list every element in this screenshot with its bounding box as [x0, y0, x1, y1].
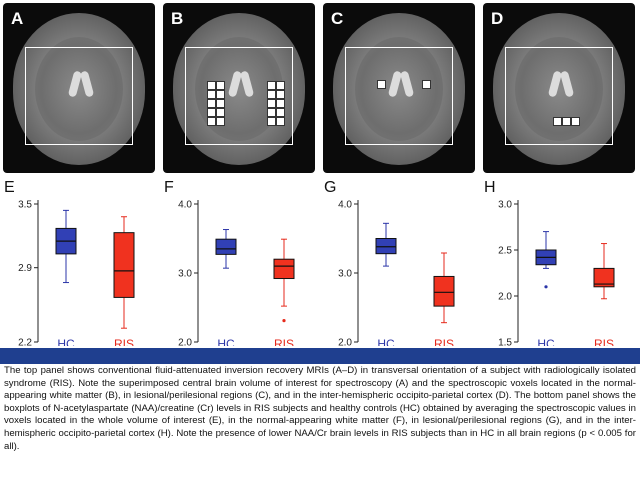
panel-letter: F [164, 179, 174, 196]
mri-row: A B C D [0, 0, 640, 178]
mri-panel-a: A [3, 3, 155, 173]
spectroscopic-voxel [422, 80, 431, 89]
box-hc [535, 231, 557, 289]
volume-of-interest-box [345, 47, 453, 145]
box-ris [273, 238, 295, 323]
spectroscopic-voxel [276, 117, 285, 126]
brain-scan [13, 13, 145, 165]
spectroscopic-voxel [216, 108, 225, 117]
figure-caption: The top panel shows conventional fluid-a… [4, 365, 636, 452]
panel-letter: G [324, 179, 336, 196]
y-tick-label: 3.0 [178, 269, 192, 280]
mri-panel-d: D [483, 3, 635, 173]
y-tick-label: 4.0 [178, 200, 192, 211]
box-hc [55, 209, 77, 284]
mri-panel-c: C [323, 3, 475, 173]
y-tick-label: 2.5 [498, 246, 512, 257]
boxplot-svg: H3.0 2.5 2.0 1.5 HC RIS [484, 179, 615, 347]
spectroscopic-voxel [207, 117, 216, 126]
boxplot-row: E 3.5 2.9 2.2 HC RIS F 4.0 3.0 2.0 HC RIS G 4.0 3.0 2… [0, 178, 640, 346]
boxplot-svg: G4.0 3.0 2.0 HC RIS [324, 179, 455, 347]
group-label-hc: HC [57, 337, 75, 346]
y-tick-label: 2.0 [178, 338, 192, 347]
group-label-hc: HC [217, 337, 235, 346]
boxplot-svg: F 4.0 3.0 2.0 HC RIS [164, 179, 295, 347]
outlier-point [282, 319, 286, 323]
y-tick-label: 2.0 [498, 292, 512, 303]
separator-bar [0, 348, 640, 364]
spectroscopic-voxel [267, 108, 276, 117]
spectroscopic-voxel [267, 117, 276, 126]
boxplot-svg: E3.5 2.9 2.2 HC RIS [4, 179, 135, 347]
spectroscopic-voxel [276, 90, 285, 99]
spectroscopic-voxel [267, 81, 276, 90]
iqr-box [273, 258, 295, 280]
spectroscopic-voxel [377, 80, 386, 89]
brain-scan [333, 13, 465, 165]
y-tick-label: 3.0 [338, 269, 352, 280]
spectroscopic-voxel [267, 99, 276, 108]
boxplot-panel-f: F 4.0 3.0 2.0 HC RIS [160, 178, 320, 346]
mri-panel-letter: A [11, 9, 24, 28]
mri-panel-letter: B [171, 9, 184, 28]
y-tick-label: 2.9 [18, 263, 32, 274]
spectroscopic-voxel [207, 81, 216, 90]
iqr-box [215, 238, 237, 255]
spectroscopic-voxel [553, 117, 562, 126]
iqr-box [593, 267, 615, 288]
box-hc [375, 222, 397, 267]
y-tick-label: 1.5 [498, 338, 512, 347]
iqr-box [113, 232, 135, 298]
y-tick-label: 3.5 [18, 200, 32, 211]
volume-of-interest-box [185, 47, 293, 145]
spectroscopic-voxel [207, 99, 216, 108]
box-ris [113, 216, 135, 329]
y-tick-label: 3.0 [498, 200, 512, 211]
spectroscopic-voxel [216, 117, 225, 126]
group-label-hc: HC [377, 337, 395, 346]
y-tick-label: 2.2 [18, 338, 32, 347]
spectroscopic-voxel [276, 108, 285, 117]
boxplot-panel-h: H 3.0 2.5 2.0 1.5 HC RIS [480, 178, 640, 346]
box-hc [215, 229, 237, 269]
spectroscopic-voxel [571, 117, 580, 126]
group-label-ris: RIS [274, 337, 294, 346]
iqr-box [375, 238, 397, 255]
volume-of-interest-box [25, 47, 133, 145]
volume-of-interest-box [505, 47, 613, 145]
spectroscopic-voxel [216, 90, 225, 99]
mri-panel-letter: C [331, 9, 344, 28]
panel-letter: E [4, 179, 15, 196]
box-ris [593, 243, 615, 300]
y-tick-label: 4.0 [338, 200, 352, 211]
mri-panel-b: B [163, 3, 315, 173]
boxplot-panel-e: E 3.5 2.9 2.2 HC RIS [0, 178, 160, 346]
panel-letter: H [484, 179, 496, 196]
spectroscopic-voxel [562, 117, 571, 126]
group-label-hc: HC [537, 337, 555, 346]
outlier-point [544, 285, 548, 289]
spectroscopic-voxel [267, 90, 276, 99]
group-label-ris: RIS [434, 337, 454, 346]
y-tick-label: 2.0 [338, 338, 352, 347]
spectroscopic-voxel [216, 81, 225, 90]
spectroscopic-voxel [216, 99, 225, 108]
boxplot-panel-g: G 4.0 3.0 2.0 HC RIS [320, 178, 480, 346]
spectroscopic-voxel [276, 99, 285, 108]
spectroscopic-voxel [207, 108, 216, 117]
box-ris [433, 252, 455, 324]
group-label-ris: RIS [114, 337, 134, 346]
spectroscopic-voxel [276, 81, 285, 90]
mri-panel-letter: D [491, 9, 504, 28]
iqr-box [433, 275, 455, 307]
spectroscopic-voxel [207, 90, 216, 99]
group-label-ris: RIS [594, 337, 614, 346]
